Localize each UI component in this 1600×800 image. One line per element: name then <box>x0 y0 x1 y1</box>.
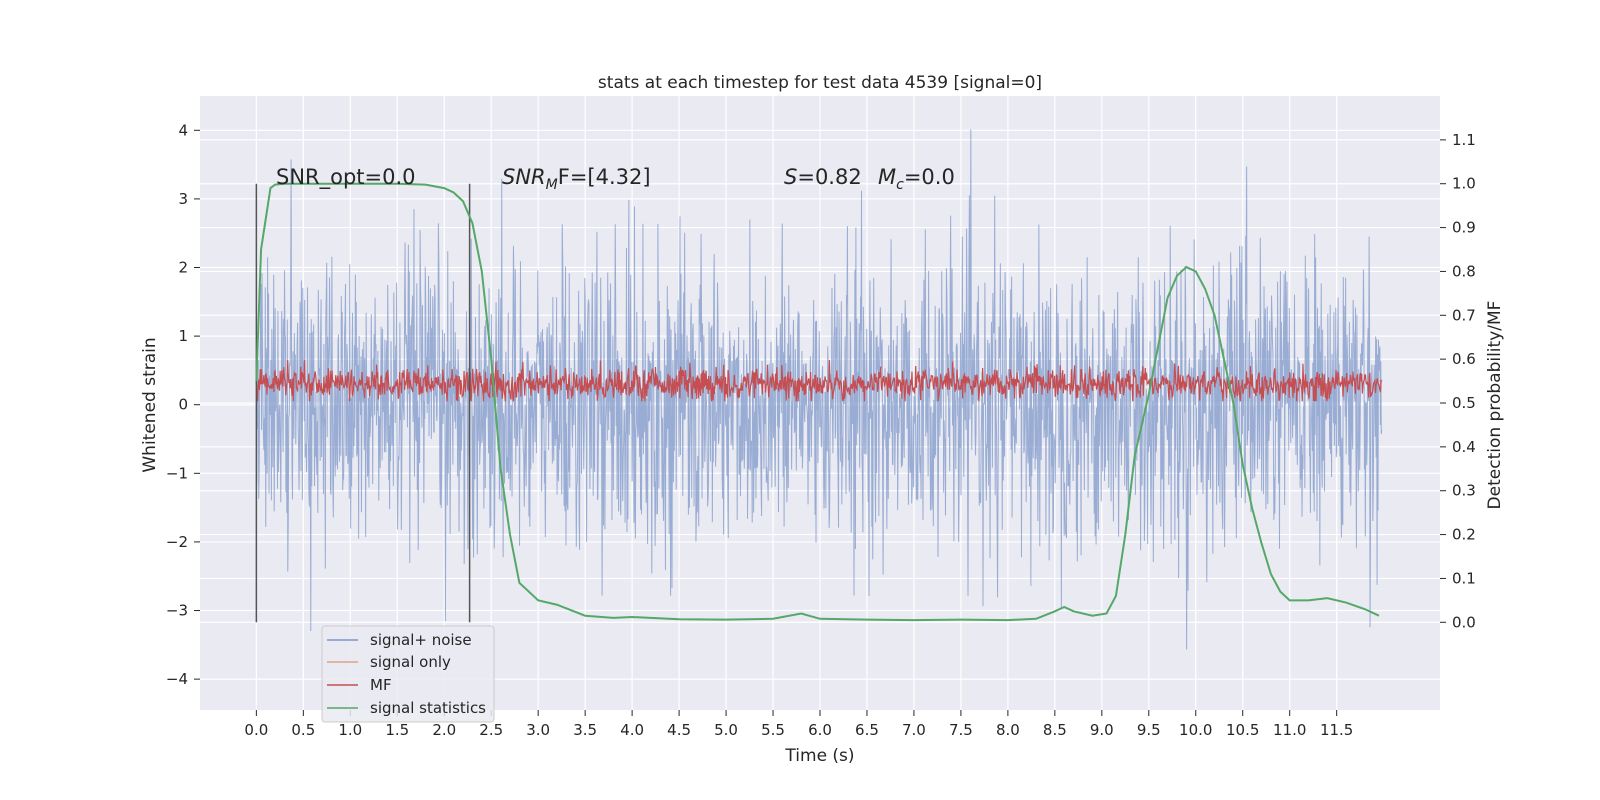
x-tick-label: 2.5 <box>479 721 503 739</box>
y-left-tick-label: 4 <box>178 121 188 139</box>
signal-noise-line <box>255 129 1383 650</box>
x-tick-label: 8.0 <box>996 721 1020 739</box>
annotation-snr-mf-main: SNR <box>502 165 546 189</box>
y-left-tick-label: −1 <box>166 464 188 482</box>
vertical-markers <box>255 183 471 623</box>
annotation-mc: Mc=0.0 <box>878 165 955 193</box>
legend-label-signal-noise: signal+ noise <box>370 631 472 649</box>
y-right-axis-ticks: 1.1 1.0 0.9 0.8 0.7 0.6 0.5 0.4 0.3 0.2 0.1 0.0 <box>1440 131 1476 631</box>
series-mf <box>255 360 1383 402</box>
legend-label-signal-only: signal only <box>370 653 451 671</box>
y-left-tick-label: 3 <box>178 190 188 208</box>
x-tick-label: 5.5 <box>761 721 785 739</box>
x-tick-label: 2.0 <box>432 721 456 739</box>
y-left-axis-ticks: 4 3 2 1 0 −1 −2 −3 −4 <box>166 121 200 688</box>
y-right-tick-label: 0.9 <box>1452 219 1476 237</box>
y-right-tick-label: 0.2 <box>1452 526 1476 544</box>
annotation-snr-mf: SNRMF=[4.32] <box>502 165 651 193</box>
y-left-tick-label: 0 <box>178 396 188 414</box>
annotation-mc-sub: c <box>896 177 904 193</box>
mf-line <box>255 360 1383 402</box>
x-tick-label: 6.5 <box>855 721 879 739</box>
x-tick-label: 6.0 <box>808 721 832 739</box>
annotation-mc-var: M <box>878 165 896 189</box>
x-tick-label: 11.0 <box>1273 721 1306 739</box>
x-tick-label: 4.5 <box>667 721 691 739</box>
x-tick-label: 10.5 <box>1226 721 1259 739</box>
annotation-mc-value: =0.0 <box>904 165 955 189</box>
legend-label-mf: MF <box>370 676 392 694</box>
y-right-axis-label: Detection probability/MF <box>1485 301 1505 510</box>
series-signal-noise <box>255 129 1383 650</box>
y-right-tick-label: 0.1 <box>1452 569 1476 587</box>
x-tick-label: 7.5 <box>949 721 973 739</box>
annotation-s: S=0.82 <box>784 165 862 189</box>
y-left-axis-label: Whitened strain <box>140 337 160 472</box>
x-tick-label: 3.5 <box>573 721 597 739</box>
y-right-tick-label: 0.4 <box>1452 438 1476 456</box>
x-tick-label: 3.0 <box>526 721 550 739</box>
y-left-tick-label: −3 <box>166 602 188 620</box>
y-left-tick-label: −4 <box>166 670 188 688</box>
x-tick-label: 5.0 <box>714 721 738 739</box>
x-tick-label: 1.0 <box>338 721 362 739</box>
y-right-tick-label: 0.7 <box>1452 306 1476 324</box>
y-right-tick-label: 0.6 <box>1452 350 1476 368</box>
x-tick-label: 9.5 <box>1137 721 1161 739</box>
x-tick-label: 9.0 <box>1090 721 1114 739</box>
y-right-tick-label: 1.1 <box>1452 131 1476 149</box>
annotation-snr-mf-sub: M <box>546 177 558 193</box>
y-right-tick-label: 1.0 <box>1452 175 1476 193</box>
x-tick-label: 4.0 <box>620 721 644 739</box>
x-tick-label: 0.5 <box>291 721 315 739</box>
y-left-tick-label: 1 <box>178 327 188 345</box>
x-tick-label: 8.5 <box>1043 721 1067 739</box>
legend-box <box>321 625 495 723</box>
y-right-tick-label: 0.3 <box>1452 482 1476 500</box>
x-tick-label: 10.0 <box>1179 721 1212 739</box>
y-right-tick-label: 0.5 <box>1452 394 1476 412</box>
annotation-s-var: S <box>784 165 797 189</box>
y-left-tick-label: 2 <box>178 259 188 277</box>
x-axis-ticks: 0.0 0.5 1.0 1.5 2.0 2.5 3.0 3.5 4.0 4.5 5.0 5.5 6.0 6… <box>244 710 1353 739</box>
y-right-tick-label: 0.0 <box>1452 613 1476 631</box>
series-signal-statistics <box>255 182 1380 622</box>
x-tick-label: 7.0 <box>902 721 926 739</box>
legend: signal+ noise signal only MF signal stat… <box>321 625 495 723</box>
x-axis-label: Time (s) <box>784 746 854 766</box>
annotation-snr-opt: SNR_opt=0.0 <box>276 165 416 190</box>
chart-title: stats at each timestep for test data 453… <box>598 73 1042 93</box>
annotation-snr-mf-value: F=[4.32] <box>558 165 651 189</box>
x-tick-label: 11.5 <box>1320 721 1353 739</box>
x-tick-label: 1.5 <box>385 721 409 739</box>
legend-label-signal-statistics: signal statistics <box>370 699 486 717</box>
y-right-tick-label: 0.8 <box>1452 262 1476 280</box>
y-left-tick-label: −2 <box>166 533 188 551</box>
signal-statistics-line <box>255 182 1380 622</box>
x-tick-label: 0.0 <box>244 721 268 739</box>
annotation-s-value: =0.82 <box>797 165 861 189</box>
